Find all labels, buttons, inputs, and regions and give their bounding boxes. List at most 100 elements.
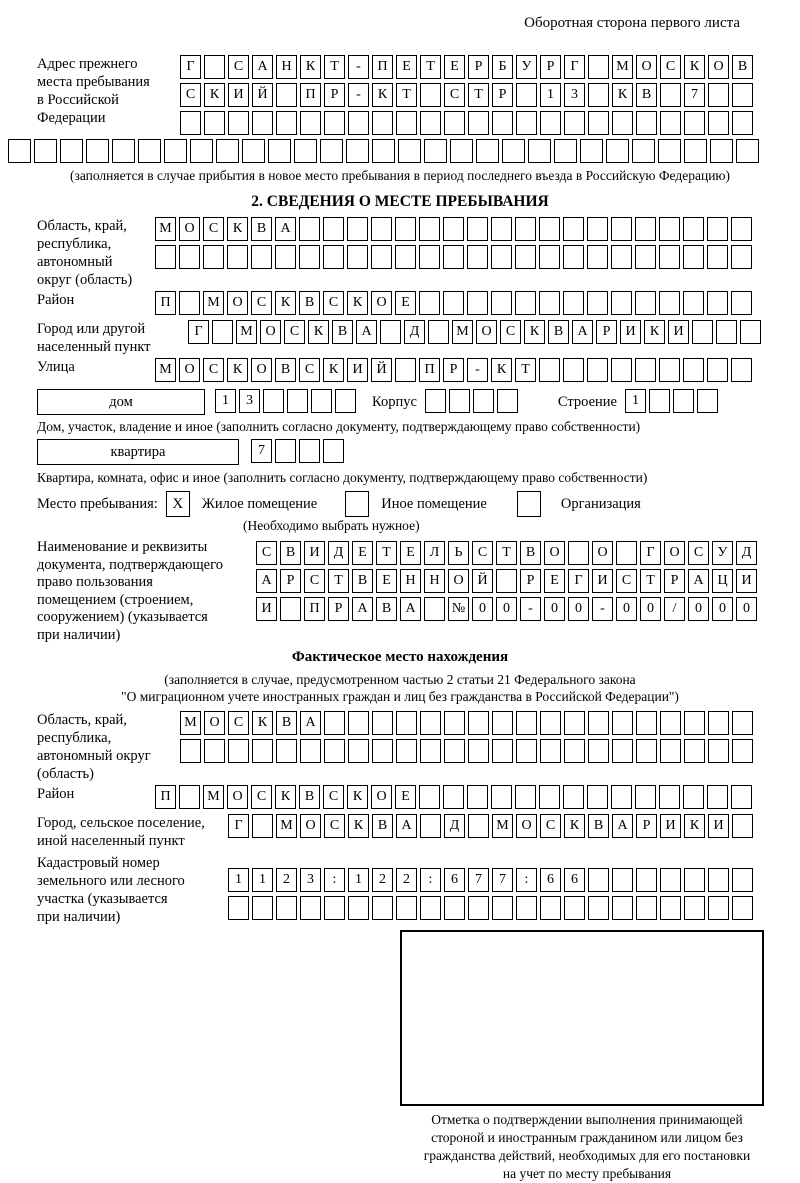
char-box: Р bbox=[468, 55, 489, 79]
char-box bbox=[372, 896, 393, 920]
char-box bbox=[564, 111, 585, 135]
char-box: У bbox=[712, 541, 733, 565]
char-box bbox=[190, 139, 213, 163]
char-box bbox=[539, 291, 560, 315]
char-box bbox=[419, 291, 440, 315]
char-box bbox=[515, 785, 536, 809]
char-box: О bbox=[179, 358, 200, 382]
char-box bbox=[516, 739, 537, 763]
char-box bbox=[611, 358, 632, 382]
char-box bbox=[155, 245, 176, 269]
char-box: К bbox=[323, 358, 344, 382]
char-box bbox=[299, 245, 320, 269]
char-box bbox=[611, 785, 632, 809]
char-row bbox=[228, 896, 753, 920]
caption-line: на учет по месту пребывания bbox=[502, 1166, 672, 1181]
char-box bbox=[611, 245, 632, 269]
caption-line: стороной и иностранным гражданином или л… bbox=[431, 1130, 743, 1145]
region-label: Область, край, республика, автономный ок… bbox=[8, 217, 155, 289]
char-box: Т bbox=[640, 569, 661, 593]
char-box: Е bbox=[376, 569, 397, 593]
char-box bbox=[372, 139, 395, 163]
char-box: С bbox=[323, 291, 344, 315]
stay-type-label: Место пребывания: bbox=[37, 496, 158, 512]
char-box: И bbox=[228, 83, 249, 107]
label-line: Кадастровый номер bbox=[37, 855, 160, 871]
char-box bbox=[683, 245, 704, 269]
char-box bbox=[323, 217, 344, 241]
char-box: Й bbox=[252, 83, 273, 107]
char-box bbox=[731, 217, 752, 241]
char-box bbox=[539, 785, 560, 809]
char-box: Е bbox=[444, 55, 465, 79]
char-box bbox=[659, 785, 680, 809]
char-box: С bbox=[688, 541, 709, 565]
char-box bbox=[588, 711, 609, 735]
char-box: 7 bbox=[468, 868, 489, 892]
char-box: С bbox=[500, 320, 521, 344]
char-box bbox=[683, 291, 704, 315]
char-box: С bbox=[284, 320, 305, 344]
char-box: В bbox=[275, 358, 296, 382]
char-box bbox=[588, 111, 609, 135]
stay-type-option-other: Иное помещение bbox=[381, 496, 487, 512]
char-box bbox=[588, 739, 609, 763]
char-box: К bbox=[308, 320, 329, 344]
char-box bbox=[228, 111, 249, 135]
char-box bbox=[516, 711, 537, 735]
char-box bbox=[707, 785, 728, 809]
char-row bbox=[155, 245, 752, 269]
char-box: И bbox=[708, 814, 729, 838]
char-box: - bbox=[467, 358, 488, 382]
char-box bbox=[659, 291, 680, 315]
char-box: В bbox=[276, 711, 297, 735]
char-box: С bbox=[324, 814, 345, 838]
label-line: места пребывания bbox=[37, 74, 150, 90]
char-box: 3 bbox=[300, 868, 321, 892]
char-box bbox=[227, 245, 248, 269]
char-box: С bbox=[251, 785, 272, 809]
char-box bbox=[696, 389, 718, 413]
char-box bbox=[612, 896, 633, 920]
char-box: К bbox=[227, 358, 248, 382]
char-box bbox=[587, 785, 608, 809]
char-box bbox=[468, 814, 489, 838]
char-box: С bbox=[251, 291, 272, 315]
char-box: Н bbox=[400, 569, 421, 593]
street-label: Улица bbox=[37, 359, 75, 375]
char-box bbox=[347, 217, 368, 241]
char-box: 0 bbox=[472, 597, 493, 621]
char-box bbox=[204, 739, 225, 763]
char-box: Т bbox=[396, 83, 417, 107]
city-label: Город или другой населенный пункт bbox=[8, 320, 155, 356]
char-box: К bbox=[644, 320, 665, 344]
char-row: И П Р А В А № 0 0-0 0-0 0/0 0 0 bbox=[256, 597, 757, 621]
char-box: Т bbox=[324, 55, 345, 79]
char-box: Т bbox=[515, 358, 536, 382]
char-box bbox=[732, 814, 753, 838]
char-box bbox=[335, 389, 356, 413]
char-box: Н bbox=[424, 569, 445, 593]
char-box bbox=[635, 291, 656, 315]
char-box bbox=[732, 739, 753, 763]
char-box: К bbox=[204, 83, 225, 107]
char-box bbox=[395, 358, 416, 382]
char-box: О bbox=[300, 814, 321, 838]
char-box bbox=[732, 711, 753, 735]
char-box bbox=[300, 111, 321, 135]
char-box: С bbox=[660, 55, 681, 79]
char-box: : bbox=[516, 868, 537, 892]
char-box: У bbox=[516, 55, 537, 79]
char-box bbox=[348, 111, 369, 135]
char-box bbox=[420, 111, 441, 135]
house-box-label: дом bbox=[37, 389, 205, 415]
char-box: Е bbox=[395, 785, 416, 809]
char-box: М bbox=[155, 358, 176, 382]
char-box bbox=[476, 139, 499, 163]
char-box bbox=[300, 896, 321, 920]
char-box bbox=[179, 291, 200, 315]
char-box bbox=[467, 785, 488, 809]
